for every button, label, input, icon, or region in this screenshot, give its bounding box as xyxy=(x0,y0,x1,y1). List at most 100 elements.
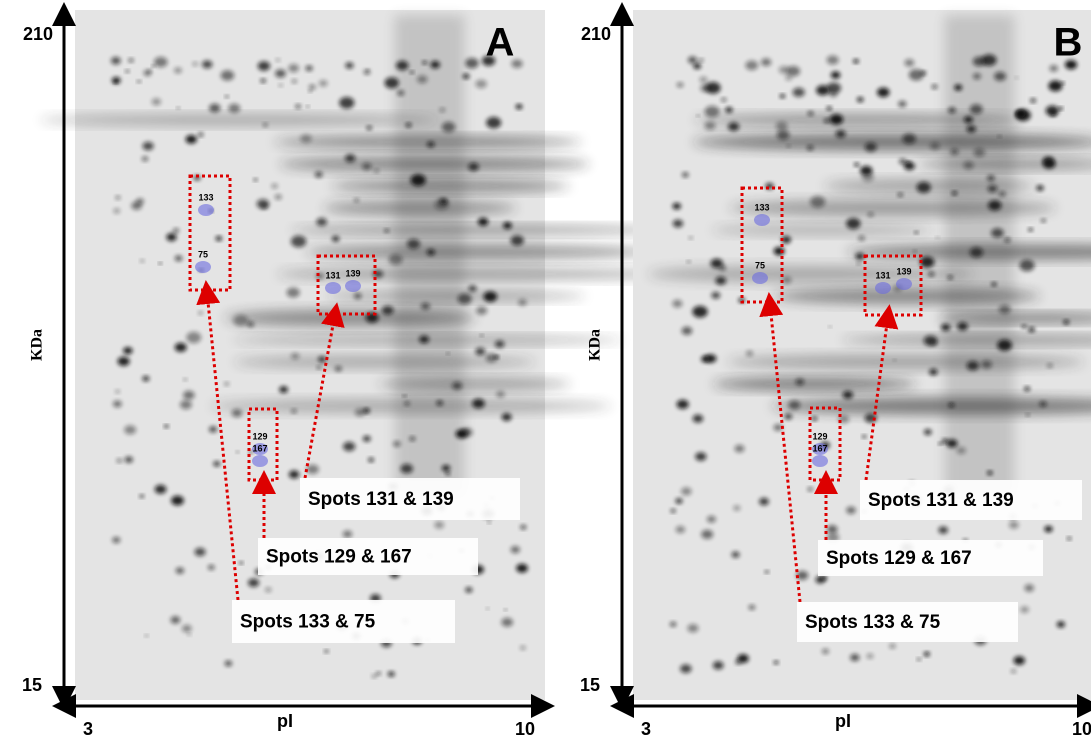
gel-spot xyxy=(141,156,149,162)
gel-spot xyxy=(511,59,523,69)
gel-spot xyxy=(441,464,451,472)
gel-background xyxy=(75,10,545,700)
gel-spot xyxy=(821,648,830,655)
gel-spot xyxy=(788,400,801,410)
gel-spot xyxy=(776,129,790,140)
gel-spot xyxy=(198,311,203,315)
gel-spot xyxy=(290,352,300,360)
gel-spot xyxy=(998,191,1006,197)
gel-spot xyxy=(957,322,969,331)
gel-spot xyxy=(462,429,469,435)
gel-spot xyxy=(737,654,749,663)
gel-spot xyxy=(125,69,130,73)
x-axis-label: pI xyxy=(835,711,851,731)
spot-marker xyxy=(812,443,828,455)
gel-spot xyxy=(314,171,323,178)
gel-spot xyxy=(363,408,370,414)
gel-spot xyxy=(823,118,830,123)
gel-spot xyxy=(388,254,403,265)
gel-spot xyxy=(384,77,400,89)
gel-spot xyxy=(262,123,268,127)
gel-spot xyxy=(354,408,366,417)
gel-spot xyxy=(1044,525,1053,533)
gel-spot xyxy=(416,75,428,84)
gel-spot xyxy=(475,79,487,89)
gel-spot xyxy=(516,563,528,573)
gel-spot xyxy=(112,536,121,544)
spot-marker xyxy=(754,214,770,226)
gel-spot xyxy=(368,457,374,463)
gel-spot xyxy=(480,334,484,337)
gel-spot xyxy=(745,60,759,71)
gel-spot xyxy=(286,287,300,298)
gel-spot xyxy=(688,236,693,240)
gel-spot xyxy=(935,236,940,239)
gel-spot xyxy=(115,389,120,394)
gel-spot xyxy=(465,57,479,69)
gel-spot xyxy=(363,69,371,75)
gel-spot xyxy=(124,456,134,463)
gel-spot xyxy=(781,236,792,244)
gel-spot xyxy=(510,546,520,554)
gel-image xyxy=(39,10,675,700)
gel-spot xyxy=(426,141,435,148)
gel-spot xyxy=(866,653,874,659)
gel-spot xyxy=(175,567,185,574)
gel-spot xyxy=(905,161,911,166)
gel-spot xyxy=(672,202,682,210)
gel-spot xyxy=(260,78,266,83)
gel-spot xyxy=(441,121,456,133)
gel-spot xyxy=(1010,669,1017,674)
gel-spot xyxy=(520,524,527,530)
gel-spot xyxy=(1056,621,1065,628)
gel-spot xyxy=(274,194,282,200)
gel-spot xyxy=(451,381,463,390)
gel-spot xyxy=(371,674,377,679)
gel-spot xyxy=(515,104,523,110)
gel-spot xyxy=(676,82,684,88)
gel-spot xyxy=(938,442,943,446)
gel-spot xyxy=(991,228,1004,238)
x-axis-label: pI xyxy=(277,711,293,731)
gel-spot xyxy=(158,262,162,265)
gel-spot xyxy=(1045,105,1059,116)
gel-spot xyxy=(725,107,733,113)
gel-spot xyxy=(353,198,360,203)
gel-spot xyxy=(207,564,215,570)
gel-spot xyxy=(721,97,727,102)
spot-marker xyxy=(252,443,268,455)
gel-spot xyxy=(929,142,941,151)
gel-spot xyxy=(485,353,498,363)
panel: 210 15 KDa 3 pI 10 A 133 75 131 139 129 167 Spots 131… xyxy=(22,1,675,739)
gel-spot xyxy=(342,441,356,452)
spot-label: 167 xyxy=(252,443,267,453)
gel-spot xyxy=(997,339,1012,351)
gel-spot xyxy=(855,252,865,260)
gel-spot xyxy=(1024,584,1035,592)
gel-band xyxy=(39,114,441,126)
gel-spot xyxy=(172,228,180,233)
gel-spot xyxy=(468,162,480,172)
gel-spot xyxy=(308,90,312,93)
gel-spot xyxy=(114,81,118,84)
gel-spot xyxy=(820,575,828,581)
gel-spot xyxy=(373,168,380,173)
spot-label: 139 xyxy=(896,266,911,276)
spot-label: 129 xyxy=(812,431,827,441)
gel-spot xyxy=(246,321,255,328)
gel-spot xyxy=(231,408,243,418)
gel-spot xyxy=(295,104,301,109)
gel-spot xyxy=(318,79,328,87)
gel-spot xyxy=(420,302,431,310)
gel-spot xyxy=(143,69,152,76)
gel-spot xyxy=(236,450,239,454)
gel-spot xyxy=(486,607,490,610)
gel-band xyxy=(693,114,1022,126)
gel-spot xyxy=(715,276,727,285)
gel-spot xyxy=(468,285,477,292)
gel-spot xyxy=(904,59,915,67)
gel-spot xyxy=(700,84,711,93)
gel-spot xyxy=(928,271,935,277)
gel-spot xyxy=(681,172,689,178)
gel-spot xyxy=(672,219,684,228)
